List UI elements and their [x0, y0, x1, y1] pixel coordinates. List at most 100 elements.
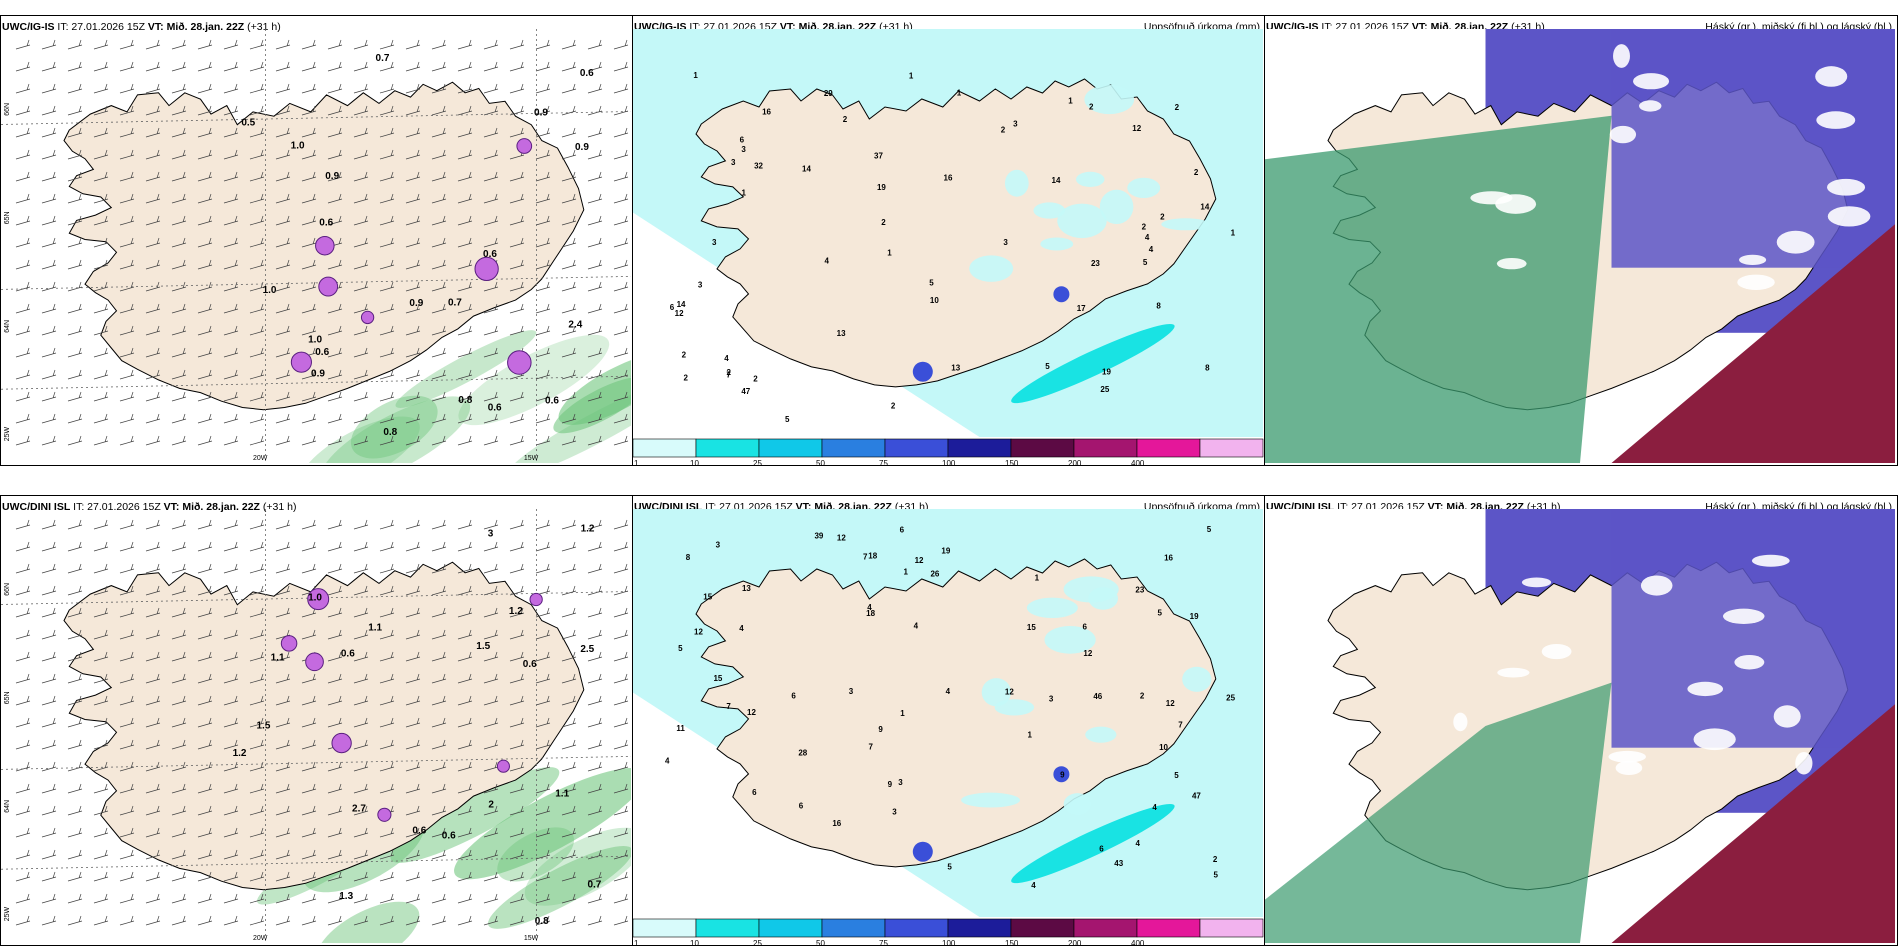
wind-barb: [301, 127, 317, 138]
wind-barb: [301, 413, 317, 424]
wind-barb: [353, 541, 369, 552]
wind-barb: [301, 915, 317, 926]
precip-value-label: 43: [1114, 859, 1123, 868]
wind-barb: [613, 105, 629, 116]
wind-barb: [405, 435, 421, 446]
wind-barb: [587, 193, 603, 204]
wind-barb: [275, 435, 291, 446]
wind-barb: [327, 585, 343, 596]
wind-barb: [561, 673, 577, 684]
precip-area: [981, 678, 1012, 707]
wind-barb: [275, 237, 291, 248]
wind-barb: [353, 673, 369, 684]
wind-speed-area: [524, 827, 631, 906]
wind-barb: [587, 629, 603, 640]
wind-value-label: 1.2: [509, 606, 523, 617]
wind-barb: [67, 651, 83, 662]
wind-barb: [41, 39, 57, 50]
wind-barb: [457, 61, 473, 72]
precip-value-label: 14: [1052, 176, 1061, 185]
wind-barb: [145, 83, 161, 94]
wind-value-label: 0.9: [409, 298, 423, 309]
wind-barb: [483, 629, 499, 640]
precip-value-label: 3: [741, 145, 746, 154]
precip-value-label: 2: [891, 401, 896, 410]
wind-barb: [483, 149, 499, 160]
wind-barb: [223, 61, 239, 72]
wind-speed-area: [395, 330, 537, 408]
precip-value-label: 8: [1156, 301, 1161, 310]
wind-barb: [613, 695, 629, 706]
wind-barb: [509, 651, 525, 662]
wind-barb: [431, 673, 447, 684]
wind-barb: [223, 805, 239, 816]
wind-barb: [405, 827, 421, 838]
wind-barb: [301, 871, 317, 882]
wind-barb: [93, 695, 109, 706]
mid-cloud-area: [1611, 509, 1895, 748]
wind-barb: [405, 303, 421, 314]
wind-value-label: 1.0: [308, 334, 322, 345]
precip-value-label: 5: [929, 278, 934, 287]
wind-barb: [249, 215, 265, 226]
wind-speed-area: [487, 845, 631, 929]
wind-barb: [301, 893, 317, 904]
clear-sky-patch: [1693, 728, 1736, 751]
precip-area: [1026, 597, 1078, 619]
iceland-landmass: [695, 78, 1217, 388]
colorbar-segment: [695, 438, 760, 458]
wind-barb: [197, 827, 213, 838]
wind-barb: [223, 827, 239, 838]
wind-barb: [301, 83, 317, 94]
wind-barb: [67, 871, 83, 882]
wind-barb: [119, 629, 135, 640]
wind-barb: [249, 893, 265, 904]
wind-barb: [379, 849, 395, 860]
wind-barb: [67, 61, 83, 72]
wind-barb: [93, 413, 109, 424]
wind-barb: [41, 695, 57, 706]
precip-value-label: 2: [1213, 855, 1218, 864]
wind-barb: [15, 827, 31, 838]
wind-value-label: 0.6: [341, 648, 355, 659]
precip-value-label: 1: [900, 709, 905, 718]
wind-barb: [379, 149, 395, 160]
wind-barb: [457, 215, 473, 226]
wind-barb: [41, 827, 57, 838]
wind-barb: [145, 127, 161, 138]
wind-barb: [223, 761, 239, 772]
precip-value-label: 12: [747, 708, 756, 717]
wind-barb: [535, 347, 551, 358]
wind-barb: [93, 871, 109, 882]
precip-value-label: 4: [946, 687, 951, 696]
wind-barb: [457, 83, 473, 94]
wind-barb: [509, 915, 525, 926]
wind-barb: [119, 717, 135, 728]
wind-barb: [197, 149, 213, 160]
wind-barb: [613, 893, 629, 904]
wind-barb: [405, 761, 421, 772]
wind-barb: [171, 629, 187, 640]
precip-value-label: 2: [1001, 125, 1006, 134]
precip-area: [1004, 169, 1029, 197]
colorbar-label: 10: [690, 939, 699, 948]
wind-barb: [67, 519, 83, 530]
wind-barb: [223, 105, 239, 116]
wind-value-label: 1.1: [368, 622, 382, 633]
wind-barb: [249, 629, 265, 640]
wind-barb: [405, 849, 421, 860]
wind-barb: [457, 893, 473, 904]
colorbar-label: 100: [942, 459, 956, 468]
wind-barb: [327, 827, 343, 838]
wind-barb: [405, 105, 421, 116]
wind-barb: [483, 915, 499, 926]
precip-value-label: 4: [867, 603, 872, 612]
wind-barb: [353, 805, 369, 816]
colorbar-segment: [632, 918, 697, 938]
wind-barb: [93, 435, 109, 446]
precip-value-label: 26: [930, 569, 939, 578]
precip-spot: [305, 652, 324, 672]
wind-barb: [301, 519, 317, 530]
precip-value-label: 25: [1100, 385, 1109, 394]
wind-barb: [301, 783, 317, 794]
